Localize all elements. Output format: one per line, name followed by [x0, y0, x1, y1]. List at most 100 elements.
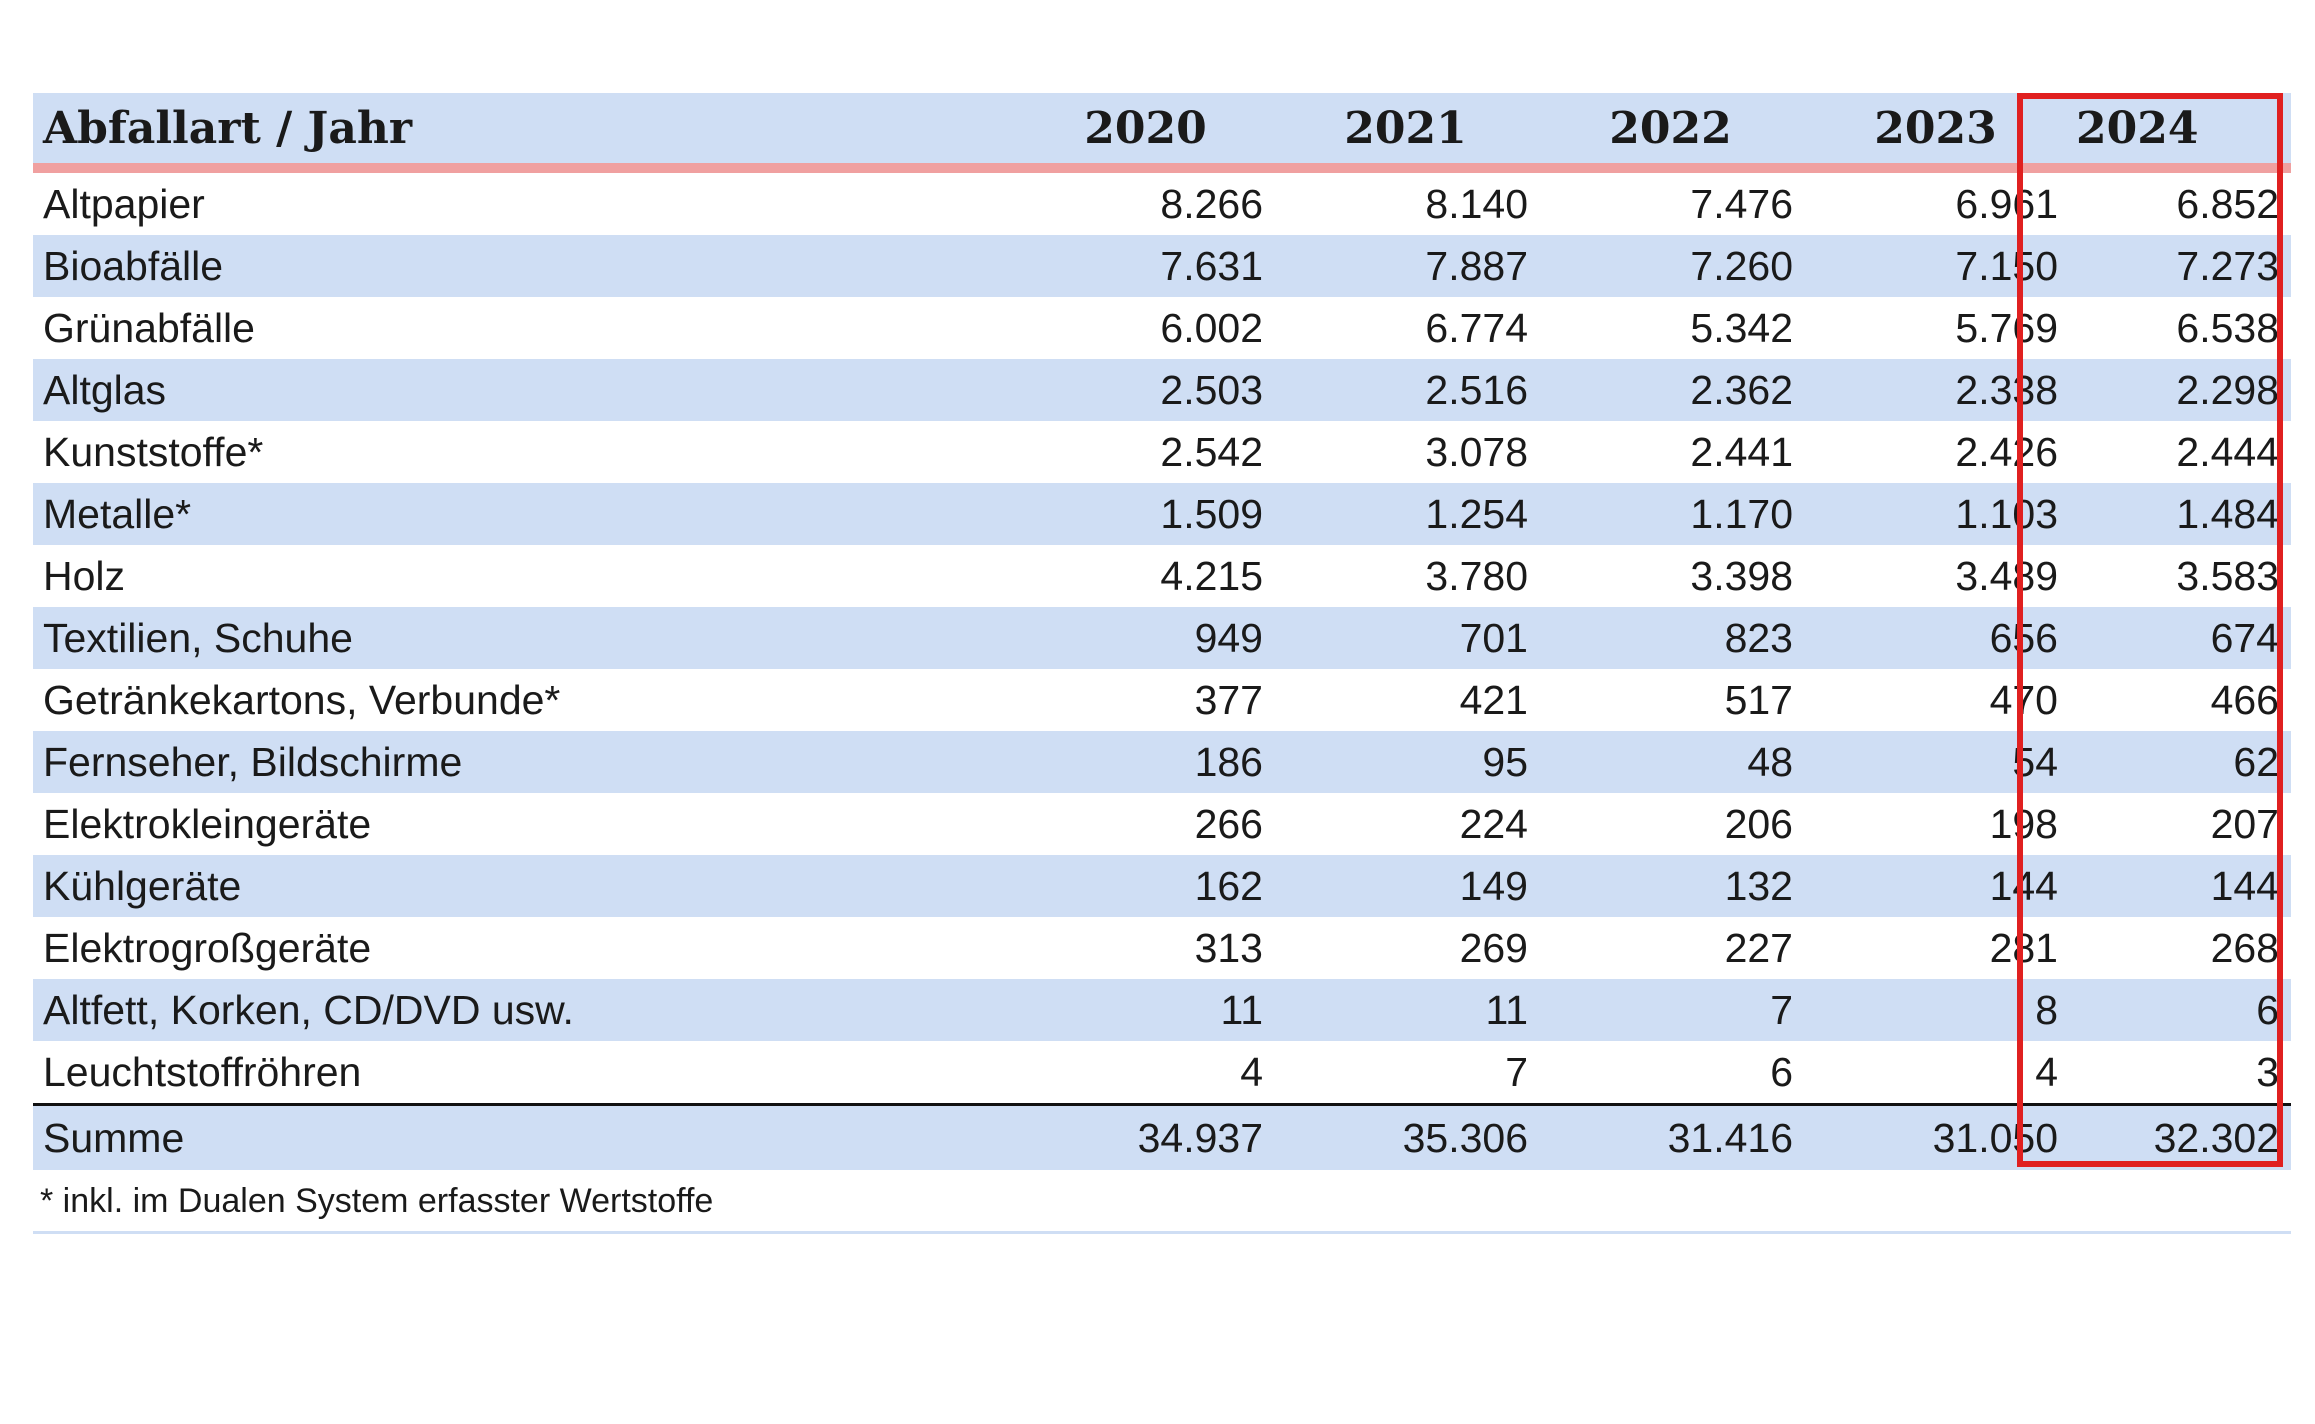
cell-value: 2.516: [1273, 359, 1538, 421]
cell-value: 11: [1273, 979, 1538, 1041]
header-year: 2024: [2068, 93, 2291, 173]
table-row: Elektrogroßgeräte 313 269 227 281 268: [33, 917, 2291, 979]
cell-value: 207: [2210, 801, 2279, 847]
cell-value: 5.769: [1955, 305, 2058, 351]
row-label: Altglas: [33, 359, 1018, 421]
cell-value: 95: [1273, 731, 1538, 793]
cell-value: 2.362: [1538, 359, 1803, 421]
row-label: Metalle*: [33, 483, 1018, 545]
cell-value: 186: [1018, 731, 1273, 793]
bottom-rule: [33, 1231, 2291, 1234]
cell-value: 144: [1803, 855, 2068, 917]
cell-value: 6.774: [1425, 305, 1528, 351]
table-row: Getränkekartons, Verbunde* 377 421 517 470 46…: [33, 669, 2291, 731]
table-row: Metalle* 1.509 1.254 1.170 1.103 1.484: [33, 483, 2291, 545]
row-label: Elektrokleingeräte: [43, 801, 372, 847]
table-row: Altfett, Korken, CD/DVD usw. 11 11 7 8 6: [33, 979, 2291, 1041]
cell-value: 6.002: [1160, 305, 1263, 351]
cell-value: 656: [1803, 607, 2068, 669]
table-row: Leuchtstoffröhren 4 7 6 4 3: [33, 1041, 2291, 1105]
cell-value: 7.476: [1690, 181, 1793, 227]
cell-value: 54: [1803, 731, 2068, 793]
table-row: Textilien, Schuhe 949 701 823 656 674: [33, 607, 2291, 669]
cell-value: 2.338: [1803, 359, 2068, 421]
cell-value: 162: [1018, 855, 1273, 917]
table-row: Kühlgeräte 162 149 132 144 144: [33, 855, 2291, 917]
waste-table-container: Abfallart / Jahr 2020 2021 2022 2023 202…: [33, 93, 2291, 1170]
cell-value: 3.780: [1425, 553, 1528, 599]
footnote: * inkl. im Dualen System erfasster Werts…: [40, 1182, 714, 1220]
row-label: Textilien, Schuhe: [33, 607, 1018, 669]
cell-value: 3: [2256, 1049, 2279, 1095]
cell-value: 3.078: [1425, 429, 1528, 475]
row-label: Grünabfälle: [43, 305, 255, 351]
cell-value: 8: [1803, 979, 2068, 1041]
cell-value: 6.852: [2176, 181, 2279, 227]
cell-value: 227: [1724, 925, 1793, 971]
cell-value: 1.170: [1538, 483, 1803, 545]
table-row: Altpapier 8.266 8.140 7.476 6.961 6.852: [33, 168, 2291, 235]
cell-value: 5.342: [1690, 305, 1793, 351]
cell-value: 1.509: [1018, 483, 1273, 545]
sum-value: 34.937: [1018, 1103, 1273, 1170]
cell-value: 6.961: [1955, 181, 2058, 227]
cell-value: 7.150: [1803, 235, 2068, 297]
cell-value: 2.426: [1955, 429, 2058, 475]
cell-value: 11: [1018, 979, 1273, 1041]
cell-value: 2.441: [1690, 429, 1793, 475]
cell-value: 466: [2210, 677, 2279, 723]
sum-value: 35.306: [1273, 1103, 1538, 1170]
table-row: Holz 4.215 3.780 3.398 3.489 3.583: [33, 545, 2291, 607]
cell-value: 132: [1538, 855, 1803, 917]
sum-value: 31.050: [1803, 1103, 2068, 1170]
cell-value: 48: [1538, 731, 1803, 793]
row-label: Fernseher, Bildschirme: [33, 731, 1018, 793]
cell-value: 149: [1273, 855, 1538, 917]
cell-value: 1.484: [2068, 483, 2291, 545]
cell-value: 3.489: [1955, 553, 2058, 599]
header-year: 2022: [1538, 93, 1803, 173]
cell-value: 313: [1194, 925, 1263, 971]
cell-value: 4: [1240, 1049, 1263, 1095]
cell-value: 7.260: [1538, 235, 1803, 297]
waste-table: Abfallart / Jahr 2020 2021 2022 2023 202…: [33, 93, 2291, 1170]
row-label: Getränkekartons, Verbunde*: [43, 677, 561, 723]
row-label: Elektrogroßgeräte: [43, 925, 372, 971]
cell-value: 517: [1724, 677, 1793, 723]
cell-value: 3.583: [2176, 553, 2279, 599]
cell-value: 198: [1989, 801, 2058, 847]
cell-value: 2.542: [1160, 429, 1263, 475]
cell-value: 7.887: [1273, 235, 1538, 297]
sum-value: 31.416: [1538, 1103, 1803, 1170]
cell-value: 8.266: [1160, 181, 1263, 227]
cell-value: 2.444: [2176, 429, 2279, 475]
row-label: Bioabfälle: [33, 235, 1018, 297]
cell-value: 2.503: [1018, 359, 1273, 421]
sum-value: 32.302: [2068, 1103, 2291, 1170]
cell-value: 206: [1724, 801, 1793, 847]
sum-label: Summe: [33, 1103, 1018, 1170]
sum-row: Summe 34.937 35.306 31.416 31.050 32.302: [33, 1103, 2291, 1170]
cell-value: 7.273: [2068, 235, 2291, 297]
row-label: Kühlgeräte: [33, 855, 1018, 917]
cell-value: 144: [2068, 855, 2291, 917]
cell-value: 2.298: [2068, 359, 2291, 421]
header-year: 2021: [1273, 93, 1538, 173]
cell-value: 823: [1538, 607, 1803, 669]
cell-value: 281: [1989, 925, 2058, 971]
cell-value: 470: [1989, 677, 2058, 723]
row-label: Altfett, Korken, CD/DVD usw.: [33, 979, 1018, 1041]
table-row: Grünabfälle 6.002 6.774 5.342 5.769 6.538: [33, 297, 2291, 359]
row-label: Kunststoffe*: [43, 429, 264, 475]
cell-value: 377: [1194, 677, 1263, 723]
cell-value: 6.538: [2176, 305, 2279, 351]
header-row: Abfallart / Jahr 2020 2021 2022 2023 202…: [33, 93, 2291, 173]
cell-value: 1.254: [1273, 483, 1538, 545]
header-year: 2023: [1803, 93, 2068, 173]
table-row: Kunststoffe* 2.542 3.078 2.441 2.426 2.444: [33, 421, 2291, 483]
cell-value: 268: [2210, 925, 2279, 971]
cell-value: 4: [2035, 1049, 2058, 1095]
table-body: Altpapier 8.266 8.140 7.476 6.961 6.852 Bioabf…: [33, 168, 2291, 1170]
cell-value: 224: [1459, 801, 1528, 847]
table-row: Altglas 2.503 2.516 2.362 2.338 2.298: [33, 359, 2291, 421]
